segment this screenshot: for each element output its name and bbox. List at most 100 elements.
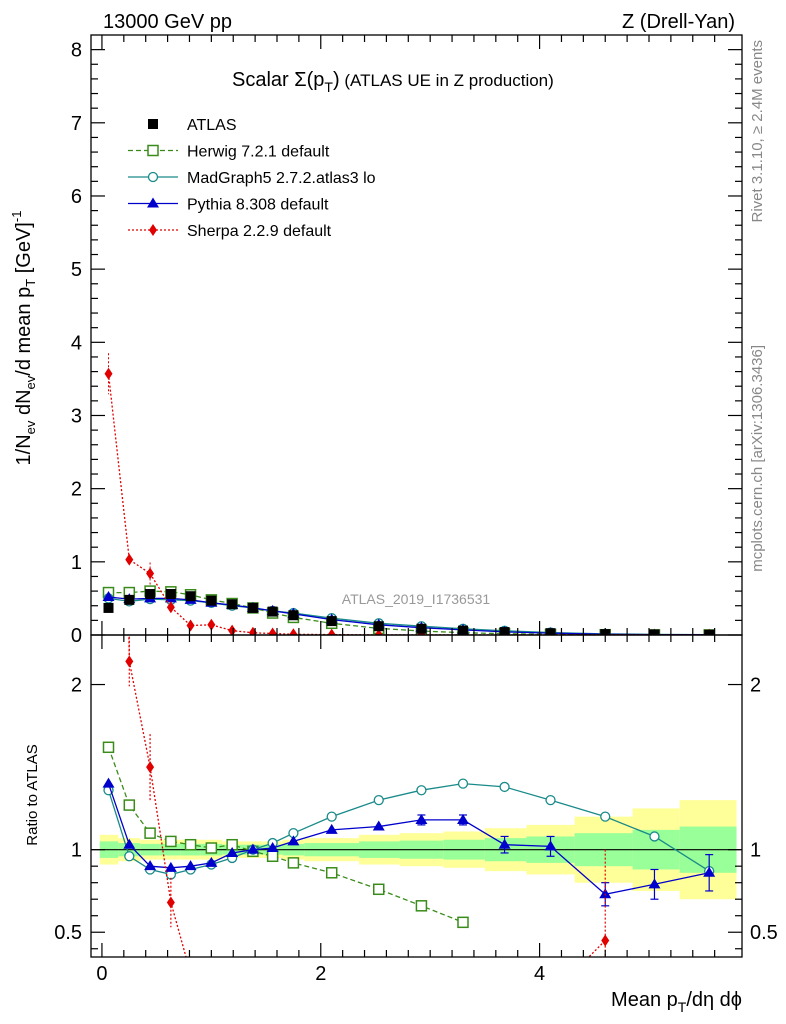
main-point-atlas bbox=[165, 589, 176, 600]
ratio-y-tick-label-right: 0.5 bbox=[750, 922, 778, 944]
main-point-atlas bbox=[288, 610, 299, 621]
ratio-point-sherpa-2-2-9-default bbox=[166, 896, 175, 909]
ratio-point-madgraph5-2-7-2-atlas3-lo bbox=[499, 781, 510, 793]
ratio-point-madgraph5-2-7-2-atlas3-lo bbox=[457, 778, 469, 789]
ratio-point-pythia-8-308-default bbox=[648, 878, 661, 889]
main-point-sherpa-2-2-9-default bbox=[374, 628, 383, 635]
ratio-point-pythia-8-308-default bbox=[164, 861, 177, 872]
ratio-point-pythia-8-308-default bbox=[184, 860, 197, 871]
legend-marker-sherpa-2-2-9-default bbox=[149, 224, 157, 236]
main-point-atlas bbox=[103, 602, 114, 613]
ratio-point-pythia-8-308-default bbox=[498, 838, 511, 849]
ratio-point-madgraph5-2-7-2-atlas3-lo bbox=[124, 851, 135, 862]
main-point-atlas bbox=[545, 628, 556, 635]
main-y-tick-label: 3 bbox=[71, 405, 82, 427]
main-point-atlas bbox=[499, 627, 510, 635]
analysis-watermark: ATLAS_2019_I1736531 bbox=[342, 591, 491, 607]
mcplots-label: mcplots.cern.ch [arXiv:1306.3436] bbox=[749, 345, 766, 572]
ratio-point-pythia-8-308-default bbox=[205, 856, 218, 867]
main-point-atlas bbox=[326, 616, 337, 627]
legend-label-herwig-7-2-1-default: Herwig 7.2.1 default bbox=[187, 144, 330, 161]
main-y-tick-label: 6 bbox=[71, 186, 82, 208]
ratio-y-tick-label-right: 2 bbox=[750, 675, 761, 697]
main-point-sherpa-2-2-9-default bbox=[207, 618, 216, 631]
ratio-point-madgraph5-2-7-2-atlas3-lo bbox=[416, 785, 427, 796]
legend-marker-atlas bbox=[148, 119, 158, 129]
main-point-sherpa-2-2-9-default bbox=[289, 628, 298, 635]
main-point-sherpa-2-2-9-default bbox=[186, 619, 195, 632]
ratio-point-herwig-7-2-1-default bbox=[205, 842, 218, 854]
ratio-point-herwig-7-2-1-default bbox=[266, 850, 279, 863]
legend-marker-madgraph5-2-7-2-atlas3-lo bbox=[147, 171, 159, 183]
main-y-tick-label: 1 bbox=[71, 552, 82, 574]
main-point-pythia-8-308-default bbox=[102, 590, 115, 601]
main-point-atlas bbox=[267, 606, 278, 617]
legend-marker-pythia-8-308-default bbox=[147, 197, 159, 208]
ratio-point-madgraph5-2-7-2-atlas3-lo bbox=[545, 794, 556, 806]
ratio-point-pythia-8-308-default bbox=[703, 866, 716, 877]
ratio-point-pythia-8-308-default bbox=[246, 843, 259, 854]
ratio-point-herwig-7-2-1-default bbox=[184, 838, 197, 851]
ratio-panel-plot-area bbox=[102, 635, 716, 980]
header-left-label: 13000 GeV pp bbox=[103, 11, 232, 33]
main-y-tick-label: 4 bbox=[71, 332, 82, 354]
plot-title: Scalar Σ(pT) (ATLAS UE in Z production) bbox=[232, 69, 554, 95]
main-y-axis-label: 1/Nev dNev/d mean pT [GeV]-1 bbox=[9, 211, 38, 466]
ratio-y-tick-label-right: 1 bbox=[750, 840, 761, 862]
main-point-atlas bbox=[185, 591, 196, 602]
main-y-tick-label: 7 bbox=[71, 113, 82, 135]
ratio-point-pythia-8-308-default bbox=[599, 888, 612, 899]
ratio-point-sherpa-2-2-9-default bbox=[601, 934, 610, 947]
rivet-version-label: Rivet 3.1.10, ≥ 2.4M events bbox=[749, 40, 766, 223]
main-point-sherpa-2-2-9-default bbox=[125, 553, 134, 566]
ratio-point-madgraph5-2-7-2-atlas3-lo bbox=[600, 811, 611, 822]
main-point-sherpa-2-2-9-default bbox=[268, 627, 277, 635]
ratio-point-madgraph5-2-7-2-atlas3-lo bbox=[373, 794, 384, 806]
main-point-atlas bbox=[227, 599, 238, 610]
axes-group: 0 1 2 3 4 5 6 7 8 0 2 4 0.5 0.5 1 1 2 2 bbox=[54, 35, 778, 985]
x-axis-label: Mean pT/dη dϕ bbox=[611, 989, 742, 1015]
title-rest: (ATLAS UE in Z production) bbox=[340, 71, 554, 90]
legend-label-pythia-8-308-default: Pythia 8.308 default bbox=[187, 197, 329, 214]
ratio-point-madgraph5-2-7-2-atlas3-lo bbox=[326, 811, 337, 822]
main-y-tick-label: 0 bbox=[71, 625, 82, 647]
ratio-panel-frame bbox=[90, 634, 743, 958]
main-point-atlas bbox=[206, 595, 217, 606]
ratio-point-pythia-8-308-default bbox=[287, 835, 300, 846]
ratio-point-pythia-8-308-default bbox=[415, 813, 428, 824]
ratio-point-herwig-7-2-1-default bbox=[144, 827, 156, 839]
ratio-point-pythia-8-308-default bbox=[457, 813, 469, 824]
legend-marker-herwig-7-2-1-default bbox=[147, 144, 159, 157]
main-point-atlas bbox=[373, 621, 384, 632]
main-point-sherpa-2-2-9-default bbox=[248, 626, 257, 635]
ratio-line-sherpa-2-2-9-default bbox=[128, 635, 187, 957]
main-point-atlas bbox=[649, 629, 660, 635]
ratio-point-sherpa-2-2-9-default bbox=[125, 655, 134, 668]
ratio-point-pythia-8-308-default bbox=[544, 840, 557, 851]
ratio-point-pythia-8-308-default bbox=[144, 860, 157, 871]
ratio-point-herwig-7-2-1-default bbox=[102, 741, 115, 754]
ratio-point-herwig-7-2-1-default bbox=[165, 835, 177, 848]
main-point-atlas bbox=[145, 589, 156, 600]
ratio-point-herwig-7-2-1-default bbox=[287, 857, 300, 869]
x-tick-label: 0 bbox=[96, 963, 107, 985]
title-close: ) bbox=[333, 69, 340, 91]
ratio-point-sherpa-2-2-9-default bbox=[187, 968, 195, 980]
ratio-point-herwig-7-2-1-default bbox=[415, 900, 428, 912]
main-point-atlas bbox=[124, 594, 135, 605]
legend-label-sherpa-2-2-9-default: Sherpa 2.2.9 default bbox=[187, 223, 332, 240]
ratio-y-axis-label: Ratio to ATLAS bbox=[24, 744, 41, 845]
main-point-atlas bbox=[247, 602, 258, 613]
main-point-sherpa-2-2-9-default bbox=[228, 624, 237, 635]
title-main: Scalar Σ(p bbox=[232, 69, 324, 91]
main-y-tick-label: 8 bbox=[71, 40, 82, 62]
legend-label-atlas: ATLAS bbox=[187, 117, 237, 134]
main-y-tick-label: 2 bbox=[71, 479, 82, 501]
ratio-point-sherpa-2-2-9-default bbox=[146, 761, 155, 774]
ratio-point-herwig-7-2-1-default bbox=[325, 867, 338, 879]
ratio-point-madgraph5-2-7-2-atlas3-lo bbox=[649, 831, 660, 842]
ratio-y-tick-label: 2 bbox=[71, 675, 82, 697]
title-sub: T bbox=[324, 79, 333, 95]
ratio-point-pythia-8-308-default bbox=[102, 777, 115, 788]
